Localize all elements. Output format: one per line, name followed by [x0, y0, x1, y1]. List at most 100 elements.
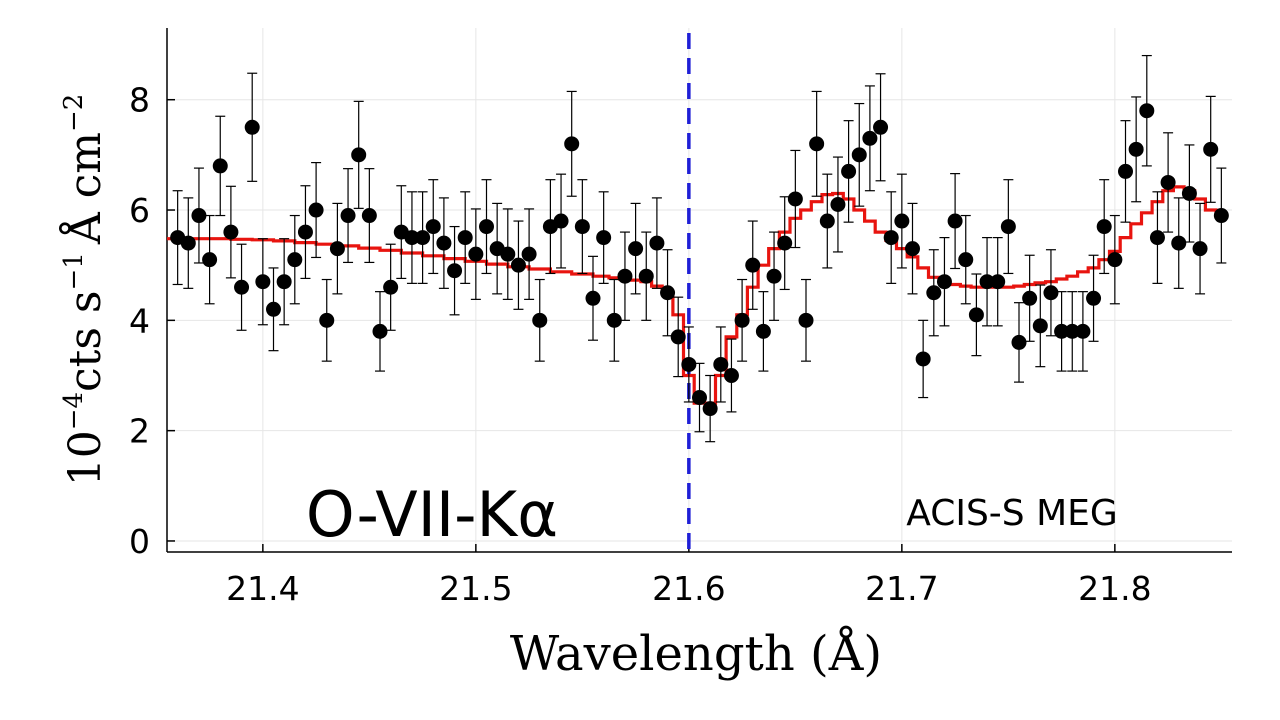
data-point [1149, 191, 1165, 284]
data-point [255, 238, 271, 326]
x-ticks: 21.4 21.5 21.6 21.7 21.8 [226, 544, 1152, 608]
data-marker [276, 274, 292, 290]
data-marker [1139, 103, 1155, 119]
data-point [351, 100, 367, 209]
data-point [564, 90, 580, 197]
data-marker [670, 329, 686, 345]
data-point [1128, 96, 1144, 203]
data-marker [1075, 323, 1091, 339]
y-tick-label: 8 [129, 81, 150, 120]
data-marker [255, 274, 271, 290]
data-point [1096, 179, 1112, 275]
data-marker [244, 119, 260, 135]
data-marker [915, 351, 931, 367]
data-marker [649, 235, 665, 251]
y-axis-ang-cm: Å cm [58, 132, 111, 245]
data-marker [234, 279, 250, 295]
data-point [319, 278, 335, 362]
data-marker [894, 213, 910, 229]
data-marker [702, 401, 718, 417]
data-marker [457, 230, 473, 246]
data-point [990, 237, 1006, 327]
data-point [202, 214, 218, 305]
data-marker [787, 191, 803, 207]
data-point [702, 374, 718, 443]
data-point [723, 338, 739, 413]
data-marker [329, 241, 345, 257]
data-marker [1022, 290, 1038, 306]
data-marker [841, 163, 857, 179]
data-marker [1203, 141, 1219, 157]
data-point [1086, 254, 1102, 342]
data-point [212, 115, 228, 217]
data-point [180, 197, 196, 289]
data-point [404, 191, 420, 284]
data-point [425, 179, 441, 275]
data-marker [553, 213, 569, 229]
x-tick-label: 21.8 [1078, 569, 1151, 608]
data-marker [1096, 219, 1112, 235]
data-marker [692, 390, 707, 406]
data-point [1064, 291, 1080, 372]
data-marker [596, 230, 612, 246]
data-marker [1043, 285, 1059, 301]
data-point [585, 255, 601, 341]
data-marker [1000, 219, 1016, 235]
data-point [968, 273, 984, 357]
data-point [297, 185, 313, 280]
data-point [979, 237, 995, 327]
data-point [915, 319, 931, 399]
data-point [755, 291, 771, 372]
data-point [830, 156, 846, 253]
data-point [223, 185, 239, 279]
y-tick-label: 0 [129, 522, 150, 561]
data-marker [638, 268, 654, 284]
data-marker [883, 230, 899, 246]
data-marker [851, 147, 867, 163]
data-point [542, 179, 558, 275]
data-marker [585, 290, 601, 306]
data-point [628, 202, 644, 295]
data-marker [191, 208, 207, 224]
data-marker [1032, 318, 1048, 334]
x-axis-title: Wavelength (Å) [510, 625, 882, 682]
data-marker [681, 356, 697, 372]
data-point [1118, 120, 1133, 223]
data-point [1054, 291, 1070, 372]
data-point [447, 225, 463, 316]
data-marker [830, 197, 846, 213]
data-point [287, 214, 303, 305]
data-marker [340, 208, 356, 224]
y-axis-cts: cts s [60, 290, 111, 391]
data-marker [723, 367, 739, 383]
data-marker [521, 246, 537, 262]
data-marker [958, 252, 974, 268]
y-ticks: 0 2 4 6 8 [129, 81, 175, 561]
data-point [1181, 144, 1197, 243]
data-marker [606, 312, 622, 328]
data-marker [297, 224, 313, 240]
data-marker [660, 285, 676, 301]
data-marker [223, 224, 239, 240]
data-marker [947, 213, 963, 229]
instrument-label: ACIS-S MEG [906, 493, 1118, 534]
data-point [457, 191, 473, 284]
data-marker [212, 158, 228, 174]
data-point [777, 196, 793, 291]
data-point [692, 362, 707, 433]
line-label: O-VII-Kα [306, 478, 558, 551]
data-marker [1086, 290, 1102, 306]
data-point [606, 278, 622, 362]
data-point [1011, 302, 1027, 383]
data-marker [532, 312, 548, 328]
data-marker [1064, 323, 1080, 339]
data-point [532, 278, 548, 362]
data-marker [873, 119, 889, 135]
data-marker [990, 274, 1006, 290]
data-marker [1011, 334, 1027, 350]
data-point [489, 202, 505, 295]
data-point [1192, 202, 1208, 295]
axes [166, 28, 1232, 553]
data-marker [968, 307, 984, 323]
x-axis-title-text: Wavelength [510, 626, 795, 682]
